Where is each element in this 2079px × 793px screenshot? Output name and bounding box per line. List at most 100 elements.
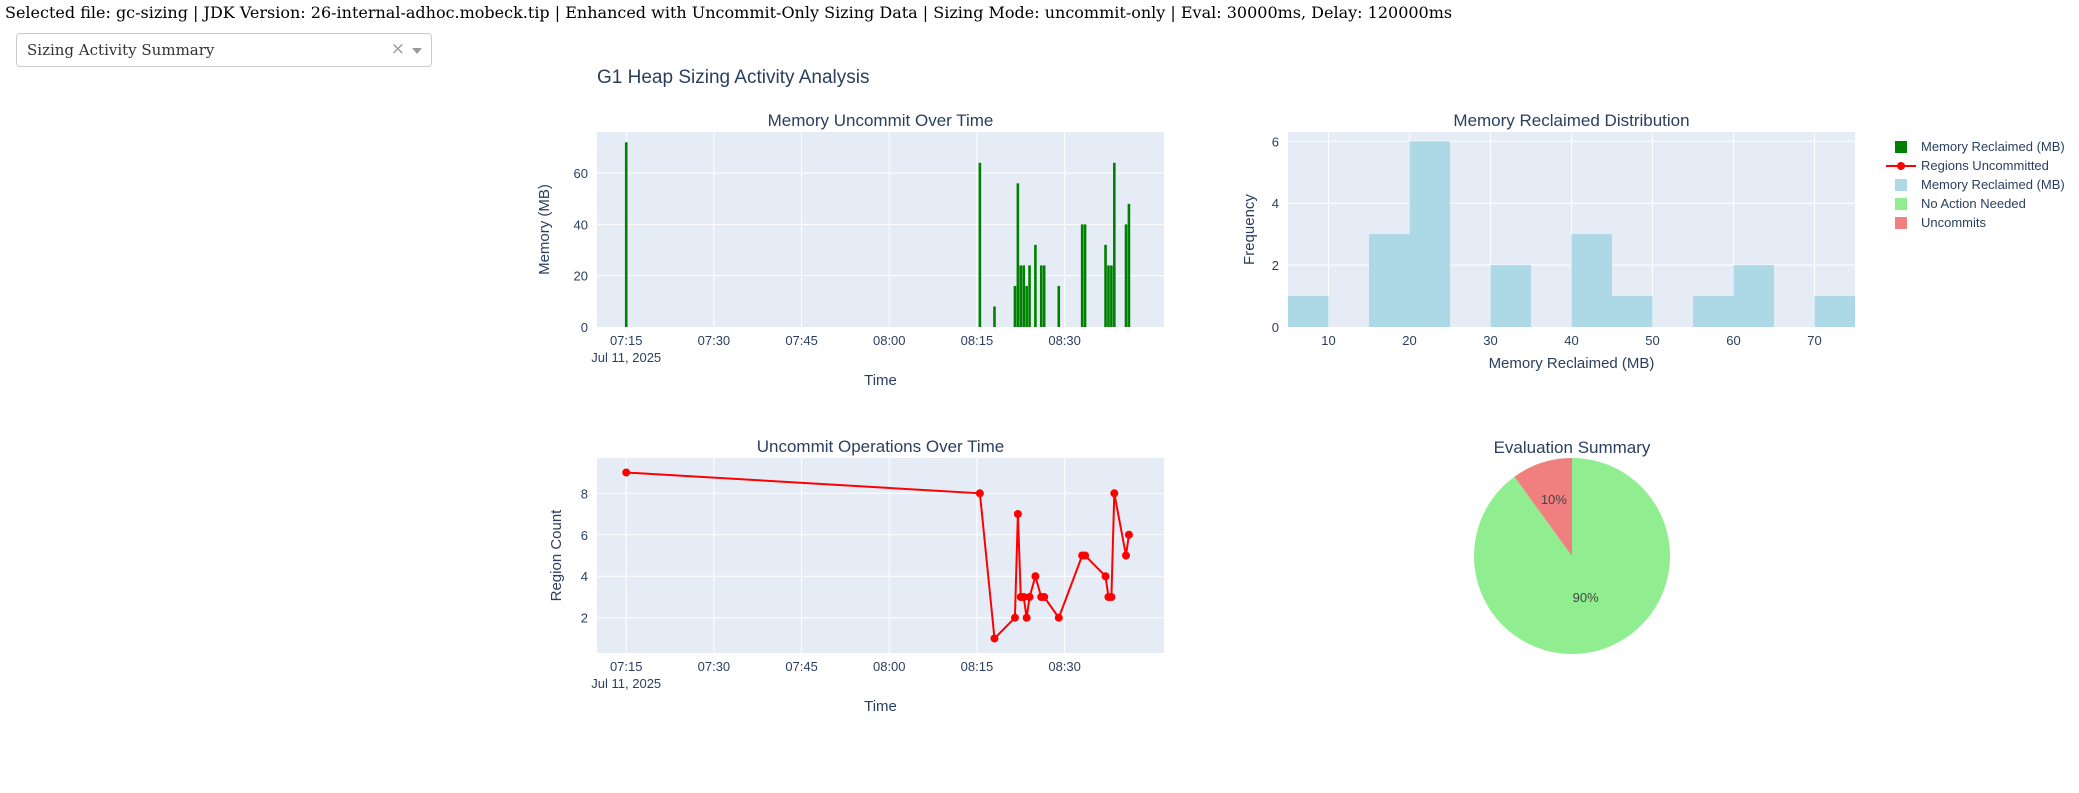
regions-uncommitted-point [622, 468, 631, 477]
x-tick-label: 08:00 [873, 333, 906, 348]
uncommit-bar [1025, 285, 1028, 327]
y-tick-label: 20 [574, 269, 588, 284]
legend-color-swatch [1895, 198, 1907, 210]
regions-uncommitted-point [1022, 613, 1031, 622]
x-tick-label: 10 [1321, 333, 1335, 348]
legend-label: Uncommits [1921, 215, 1987, 230]
regions-uncommitted-point [1031, 572, 1040, 581]
regions-uncommitted-point [1107, 592, 1116, 601]
x-tick-label: 07:30 [698, 333, 731, 348]
y-axis-title: Frequency [1241, 194, 1258, 265]
selected-file-info: Selected file: gc-sizing | JDK Version: … [5, 3, 1453, 22]
x-tick-label: 08:15 [961, 659, 994, 674]
uncommit-bar [624, 142, 628, 327]
x-date-label: Jul 11, 2025 [591, 676, 661, 691]
pie-slice-label: 10% [1541, 492, 1567, 507]
uncommit-bar [1104, 244, 1107, 327]
legend-color-swatch [1895, 217, 1907, 229]
y-tick-label: 60 [574, 166, 588, 181]
uncommit-bar [1107, 265, 1110, 327]
x-tick-label: 08:30 [1048, 333, 1081, 348]
uncommit-bar [1022, 265, 1026, 327]
figure-title: G1 Heap Sizing Activity Analysis [597, 67, 869, 88]
uncommit-bar [1028, 265, 1031, 327]
y-tick-label: 6 [1272, 134, 1279, 149]
regions-uncommitted-point [1013, 510, 1022, 519]
x-tick-label: 60 [1726, 333, 1740, 348]
uncommit-bar [1019, 265, 1023, 327]
y-tick-label: 2 [581, 611, 588, 626]
regions-uncommitted-point [1010, 613, 1019, 622]
x-tick-label: 07:30 [698, 659, 731, 674]
x-axis-title: Time [864, 698, 897, 715]
histogram-bar [1693, 296, 1734, 327]
x-axis-title: Time [864, 372, 897, 389]
regions-uncommitted-point [975, 489, 984, 498]
legend-label: Regions Uncommitted [1921, 158, 2049, 173]
subplot-title: Memory Reclaimed Distribution [1453, 111, 1689, 130]
subplot-title: Evaluation Summary [1494, 438, 1651, 457]
view-selector-dropdown[interactable]: Sizing Activity Summary × [16, 33, 432, 67]
regions-uncommitted-point [1054, 613, 1063, 622]
clear-selection-icon[interactable]: × [390, 39, 405, 59]
x-tick-label: 50 [1645, 333, 1659, 348]
regions-uncommitted-point [1019, 592, 1028, 601]
x-tick-label: 08:15 [961, 333, 994, 348]
pie-slice-label: 90% [1573, 590, 1599, 605]
legend-label: Memory Reclaimed (MB) [1921, 139, 2065, 154]
uncommit-bar [1057, 285, 1061, 327]
x-tick-label: 08:00 [873, 659, 906, 674]
regions-uncommitted-point [1110, 489, 1119, 498]
x-tick-label: 20 [1402, 333, 1416, 348]
legend-color-swatch [1895, 141, 1907, 153]
regions-uncommitted-point [1122, 551, 1131, 560]
uncommit-bar [1042, 265, 1046, 327]
x-tick-label: 07:45 [785, 333, 818, 348]
pie-slice [1474, 458, 1670, 655]
legend-marker-swatch [1897, 162, 1905, 170]
uncommit-bar [1113, 162, 1116, 327]
regions-uncommitted-point [990, 634, 999, 643]
x-tick-label: 30 [1483, 333, 1497, 348]
x-tick-label: 40 [1564, 333, 1578, 348]
uncommit-bar [993, 306, 996, 327]
y-tick-label: 4 [581, 569, 588, 584]
uncommit-bar [1013, 285, 1017, 327]
x-tick-label: 07:15 [610, 333, 643, 348]
y-axis-title: Memory (MB) [536, 184, 553, 275]
uncommit-bar [1016, 183, 1020, 327]
uncommit-bar [1124, 224, 1128, 327]
histogram-bar [1490, 265, 1531, 327]
histogram-bar [1733, 265, 1774, 327]
legend-color-swatch [1895, 179, 1907, 191]
plot-area [597, 132, 1164, 327]
histogram-bar [1369, 234, 1410, 327]
histogram-bar [1612, 296, 1653, 327]
y-tick-label: 40 [574, 217, 588, 232]
uncommit-bar [1080, 224, 1084, 327]
chevron-down-icon[interactable] [412, 48, 422, 54]
plot-area [597, 458, 1164, 653]
histogram-bar [1571, 234, 1612, 327]
uncommit-operations-panel: Uncommit Operations Over Time 07:15 07:30 0… [548, 437, 1164, 715]
subplot-title: Memory Uncommit Over Time [768, 111, 994, 130]
regions-uncommitted-point [1124, 530, 1133, 539]
histogram-bar [1288, 296, 1329, 327]
view-selector-value: Sizing Activity Summary [27, 41, 215, 59]
regions-uncommitted-point [1040, 592, 1049, 601]
uncommit-bar [978, 162, 982, 327]
regions-uncommitted-point [1025, 592, 1034, 601]
chart-legend[interactable]: Memory Reclaimed (MB) Regions Uncommitted… [1886, 139, 2065, 230]
x-tick-label: 07:15 [610, 659, 643, 674]
regions-uncommitted-point [1101, 572, 1110, 581]
y-tick-label: 6 [581, 528, 588, 543]
y-tick-label: 0 [581, 320, 588, 335]
histogram-bar [1814, 296, 1855, 327]
uncommit-bar [1034, 244, 1037, 327]
x-date-label: Jul 11, 2025 [591, 350, 661, 365]
x-tick-label: 07:45 [785, 659, 818, 674]
uncommit-bar [1127, 203, 1131, 327]
evaluation-summary-panel: Evaluation Summary 90% 10% [1474, 438, 1670, 655]
y-tick-label: 2 [1272, 258, 1279, 273]
